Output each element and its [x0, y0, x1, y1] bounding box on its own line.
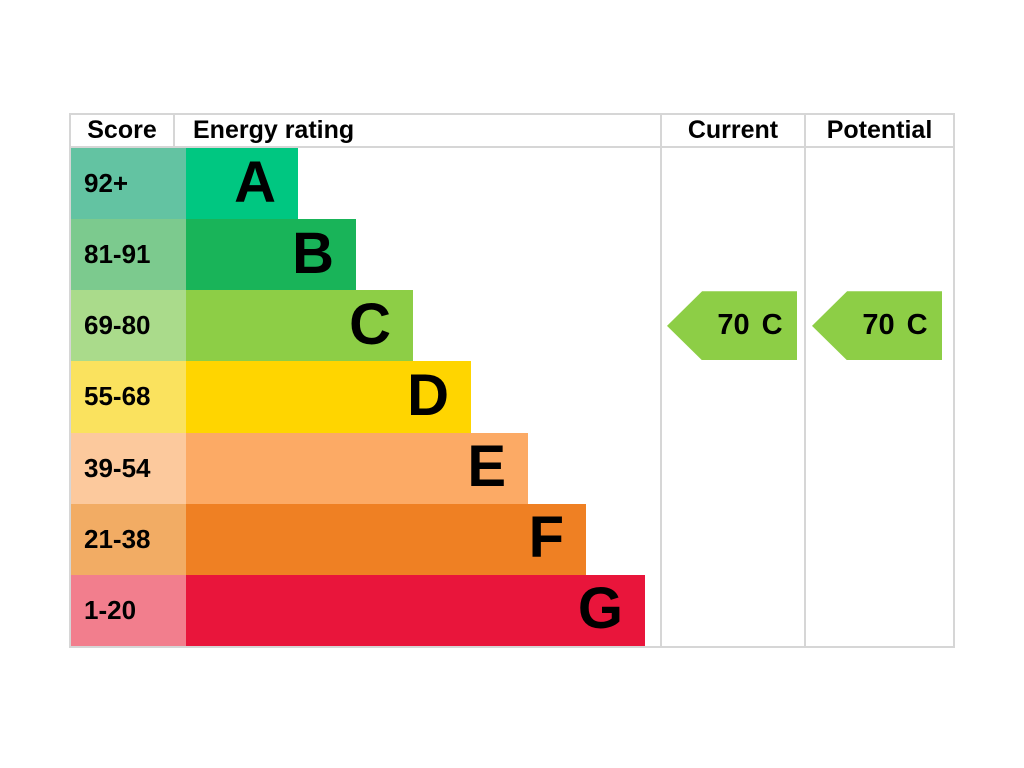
potential-column-body: 70 C — [806, 148, 953, 646]
band-bar: A — [186, 148, 298, 220]
rating-header-row: Score Energy rating — [71, 115, 660, 148]
band-bar: E — [186, 432, 528, 504]
current-rating-arrow: 70 C — [667, 291, 797, 361]
band-score-cell: 1-20 — [71, 574, 186, 646]
potential-rating-arrow: 70 C — [812, 291, 942, 361]
band-bar: B — [186, 219, 356, 291]
band-score-cell: 55-68 — [71, 361, 186, 433]
band-letter: A — [234, 149, 276, 215]
potential-band-letter: C — [906, 309, 928, 342]
epc-rating-chart: Score Energy rating 92+ A 81-91 B 69-80 C 55-6… — [69, 113, 955, 648]
current-column: Current 70 C — [660, 115, 804, 646]
band-letter: C — [349, 291, 391, 357]
current-column-body: 70 C — [662, 148, 804, 646]
band-row: 81-91 B — [71, 219, 660, 291]
band-score-cell: 92+ — [71, 148, 186, 220]
band-score-cell: 21-38 — [71, 503, 186, 575]
band-score-cell: 69-80 — [71, 290, 186, 362]
band-bar: G — [186, 574, 645, 646]
band-letter: G — [577, 576, 623, 642]
band-row: 92+ A — [71, 148, 660, 220]
band-row: 39-54 E — [71, 432, 660, 504]
band-letter: F — [528, 505, 564, 571]
band-score-cell: 39-54 — [71, 432, 186, 504]
potential-column-header: Potential — [806, 115, 953, 148]
band-letter: B — [292, 220, 334, 286]
rating-area: Score Energy rating 92+ A 81-91 B 69-80 C 55-6… — [71, 115, 660, 646]
current-band-letter: C — [761, 309, 783, 342]
band-letter: D — [407, 362, 449, 428]
band-score-cell: 81-91 — [71, 219, 186, 291]
band-row: 55-68 D — [71, 361, 660, 433]
potential-column: Potential 70 C — [804, 115, 953, 646]
band-bar: F — [186, 503, 586, 575]
current-column-header: Current — [662, 115, 804, 148]
band-row: 69-80 C — [71, 290, 660, 362]
score-column-header: Score — [71, 115, 175, 146]
band-letter: E — [467, 434, 506, 500]
band-bar: C — [186, 290, 413, 362]
current-score-value: 70 — [717, 309, 750, 342]
energy-rating-column-header: Energy rating — [193, 116, 355, 144]
band-bar: D — [186, 361, 471, 433]
band-row: 1-20 G — [71, 574, 660, 646]
potential-score-value: 70 — [862, 309, 895, 342]
band-rows: 92+ A 81-91 B 69-80 C 55-68 D 39-54 E 21-38 F 1-20 G — [71, 148, 660, 646]
band-row: 21-38 F — [71, 503, 660, 575]
